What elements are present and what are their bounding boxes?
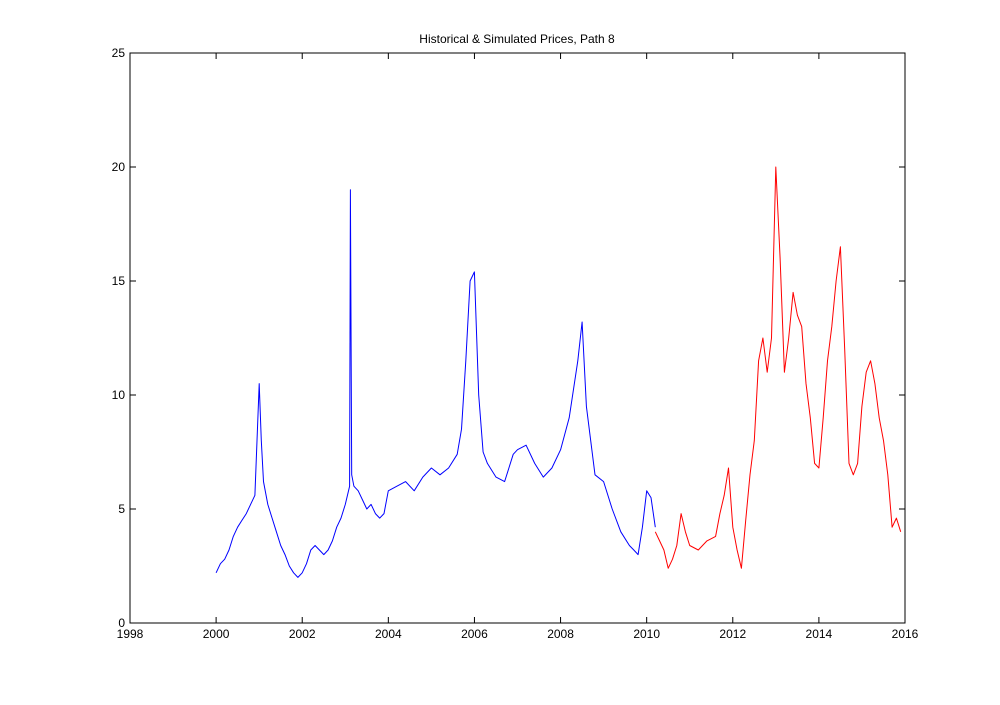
x-tick-label: 1998 bbox=[117, 627, 144, 641]
series-line-1 bbox=[654, 166, 902, 569]
axes-box bbox=[129, 52, 906, 624]
chart-title: Historical & Simulated Prices, Path 8 bbox=[419, 32, 615, 46]
x-tick-label: 2016 bbox=[892, 627, 919, 641]
x-tick-label: 2000 bbox=[203, 627, 230, 641]
y-tick-label: 25 bbox=[112, 46, 126, 60]
x-tick-label: 2012 bbox=[719, 627, 746, 641]
x-tick-label: 2008 bbox=[547, 627, 574, 641]
x-tick-label: 2006 bbox=[461, 627, 488, 641]
x-axis: 1998 2000 2002 2004 2006 2008 2010 2012 2014 2016 bbox=[117, 53, 919, 641]
y-axis: 0 5 10 15 20 25 bbox=[112, 46, 905, 630]
x-tick-label: 2014 bbox=[806, 627, 833, 641]
y-tick-label: 0 bbox=[118, 616, 125, 630]
x-tick-label: 2002 bbox=[289, 627, 316, 641]
y-tick-label: 5 bbox=[118, 502, 125, 516]
y-tick-label: 15 bbox=[112, 274, 126, 288]
x-tick-label: 2010 bbox=[633, 627, 660, 641]
y-tick-label: 20 bbox=[112, 160, 126, 174]
series-line-0 bbox=[215, 189, 656, 578]
x-tick-label: 2004 bbox=[375, 627, 402, 641]
y-tick-label: 10 bbox=[112, 388, 126, 402]
plot-lines bbox=[215, 166, 902, 578]
